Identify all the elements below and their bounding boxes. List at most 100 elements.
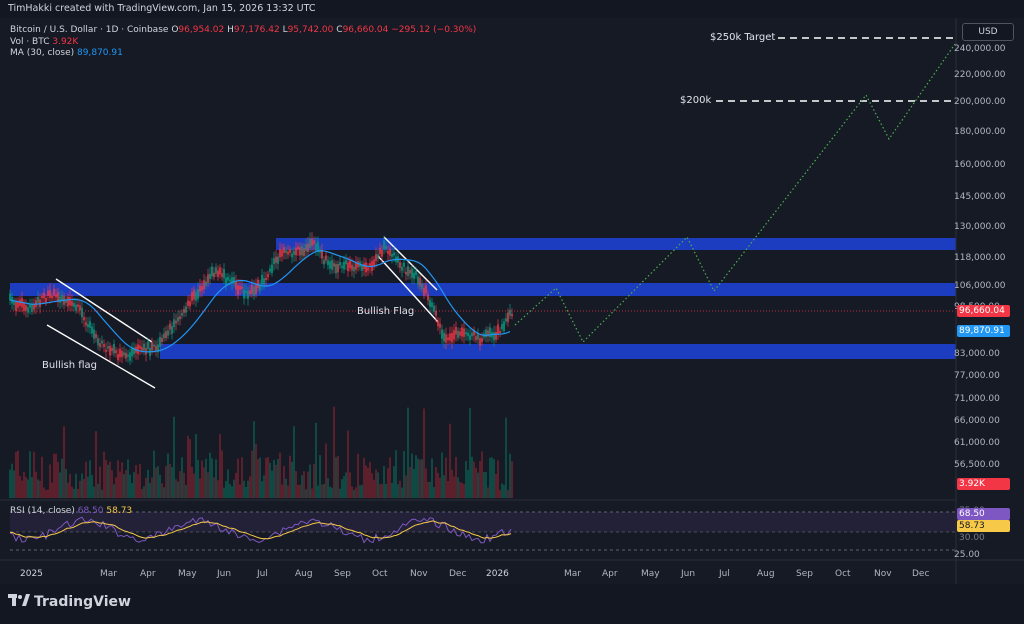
volume-bar [415, 455, 417, 498]
candle-body [259, 285, 261, 291]
candle-body [471, 332, 473, 337]
volume-bar [11, 463, 13, 498]
volume-bar [37, 479, 39, 498]
candle-body [309, 238, 311, 249]
volume-bar [289, 455, 291, 498]
volume-bar [63, 426, 65, 498]
candle-body [159, 336, 161, 347]
volume-bar [51, 482, 53, 498]
candle-body [73, 302, 75, 307]
candle-body [223, 269, 225, 279]
candle-body [235, 281, 237, 290]
volume-bar [267, 457, 269, 498]
candle-body [281, 250, 283, 257]
candle-body [39, 299, 41, 308]
volume-bar [255, 443, 257, 498]
candle-body [287, 251, 289, 255]
rsi-band [10, 512, 956, 532]
volume-bar [235, 472, 237, 498]
candle-body [377, 254, 379, 259]
volume-bar [53, 453, 55, 498]
time-axis-label: Dec [449, 569, 467, 579]
volume-bar [373, 479, 375, 498]
time-axis-label: Apr [140, 569, 156, 579]
price-axis-label: 66,000.00 [954, 416, 1000, 426]
ma-legend-row: MA (30, close) 89,870.91 [10, 48, 123, 58]
rsi-lower-label: 30.00 [959, 533, 985, 543]
price-axis-label: 130,000.00 [954, 222, 1006, 232]
candle-body [361, 264, 363, 271]
volume-bar [481, 451, 483, 498]
ohlc-low: L95,742.00 [282, 25, 334, 35]
volume-bar [9, 469, 11, 498]
volume-bar [23, 471, 25, 498]
candle-body [143, 343, 145, 351]
volume-bar [483, 471, 485, 498]
volume-bar [27, 479, 29, 498]
candle-body [355, 262, 357, 270]
candle-body [161, 337, 163, 342]
candle-body [127, 354, 129, 357]
candle-body [105, 349, 107, 352]
candle-body [199, 285, 201, 293]
candle-body [119, 348, 121, 358]
candle-body [343, 261, 345, 270]
candle-body [451, 332, 453, 343]
candle-body [255, 284, 257, 295]
volume-bar [283, 466, 285, 498]
volume-bar [103, 451, 105, 498]
candle-body [457, 330, 459, 338]
price-axis-label: 61,000.00 [954, 438, 1000, 448]
volume-bar [175, 479, 177, 498]
candle-body [251, 284, 253, 294]
time-axis-label: May [178, 569, 197, 579]
volume-bar [429, 481, 431, 498]
volume-bar [97, 483, 99, 498]
volume-bar [401, 487, 403, 498]
volume-bar [241, 457, 243, 498]
candle-body [227, 276, 229, 281]
candle-body [351, 264, 353, 271]
volume-bar [333, 406, 335, 498]
candle-body [381, 249, 383, 257]
candle-body [501, 323, 503, 330]
volume-bar [59, 472, 61, 498]
candle-body [291, 253, 293, 258]
rsi-legend: RSI (14, close) 68.50 58.73 [10, 506, 133, 516]
volume-bar [359, 485, 361, 498]
currency-button[interactable]: USD [962, 23, 1014, 41]
candle-body [269, 268, 271, 272]
time-axis-label: Dec [912, 569, 930, 579]
rsi-line [9, 516, 512, 544]
volume-bar [509, 453, 511, 498]
volume-bar [465, 461, 467, 498]
price-axis-label: 25.00 [954, 550, 980, 560]
volume-bar [73, 488, 75, 498]
volume-bar [425, 468, 427, 498]
volume-bar [177, 481, 179, 498]
candle-body [155, 345, 157, 351]
volume-bar [423, 408, 425, 498]
volume-bar [443, 475, 445, 498]
volume-bar [85, 461, 87, 498]
volume-bar [227, 469, 229, 498]
volume-bar [159, 474, 161, 498]
candle-body [477, 332, 479, 340]
candle-body [295, 247, 297, 256]
candle-body [141, 347, 143, 351]
volume-bar [467, 469, 469, 498]
target-200k-label: $200k [680, 95, 712, 106]
candle-body [239, 285, 241, 290]
candle-body [107, 346, 109, 349]
candle-body [229, 279, 231, 282]
volume-bar [115, 477, 117, 498]
price-axis-label: 200,000.00 [954, 97, 1006, 107]
volume-bar [69, 474, 71, 498]
volume-bar [101, 489, 103, 498]
volume-bar [181, 457, 183, 498]
candle-body [131, 347, 133, 357]
volume-bar [455, 456, 457, 498]
volume-bar [29, 451, 31, 498]
symbol-name[interactable]: Bitcoin / U.S. Dollar · 1D · Coinbase [10, 25, 169, 35]
